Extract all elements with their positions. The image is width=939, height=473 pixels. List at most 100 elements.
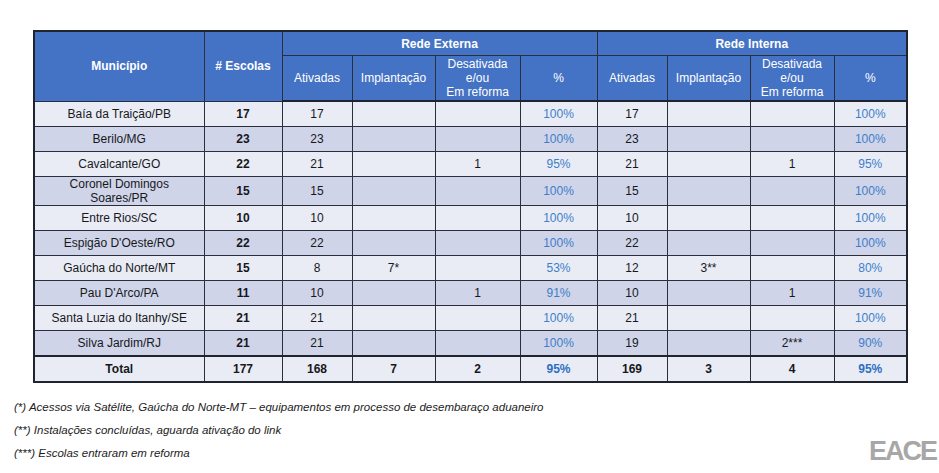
table-row: Pau D'Arco/PA 11 10 1 91% 10 1 91%	[34, 281, 907, 306]
cell-int-implantacao: 3**	[667, 256, 750, 281]
cell-ext-implantacao	[352, 306, 435, 331]
cell-int-percent: 80%	[834, 256, 907, 281]
cell-int-desativada: 2***	[750, 331, 834, 357]
header-ext-implantacao: Implantação	[352, 56, 435, 102]
cell-int-percent: 90%	[834, 331, 907, 357]
cell-ext-percent: 100%	[520, 101, 597, 127]
cell-int-percent: 100%	[834, 306, 907, 331]
cell-int-implantacao	[667, 331, 750, 357]
header-int-implantacao: Implantação	[667, 56, 750, 102]
cell-municipio: Coronel Domingos Soares/PR	[34, 177, 204, 206]
cell-total-escolas: 177	[204, 356, 282, 382]
cell-ext-desativada	[435, 331, 520, 357]
table-row: Baía da Traição/PB 17 17 100% 17 100%	[34, 101, 907, 127]
cell-ext-percent: 100%	[520, 331, 597, 357]
cell-int-implantacao	[667, 127, 750, 152]
cell-total-label: Total	[34, 356, 204, 382]
cell-total-ext-implantacao: 7	[352, 356, 435, 382]
footnote-instalacoes: (**) Instalações concluídas, aguarda ati…	[14, 424, 544, 436]
cell-ext-percent: 100%	[520, 127, 597, 152]
cell-municipio: Entre Rios/SC	[34, 206, 204, 231]
cell-int-implantacao	[667, 206, 750, 231]
cell-ext-desativada	[435, 206, 520, 231]
cell-total-ext-ativadas: 168	[282, 356, 352, 382]
cell-ext-implantacao: 7*	[352, 256, 435, 281]
cell-int-ativadas: 17	[597, 101, 667, 127]
cell-ext-percent: 100%	[520, 177, 597, 206]
total-row: Total 177 168 7 2 95% 169 3 4 95%	[34, 356, 907, 382]
eace-logo: EACE	[869, 435, 936, 468]
cell-ext-ativadas: 21	[282, 152, 352, 177]
cell-int-ativadas: 21	[597, 306, 667, 331]
cell-total-int-implantacao: 3	[667, 356, 750, 382]
cell-int-percent: 100%	[834, 127, 907, 152]
header-num-escolas: # Escolas	[204, 31, 282, 101]
cell-int-ativadas: 10	[597, 281, 667, 306]
cell-municipio: Santa Luzia do Itanhy/SE	[34, 306, 204, 331]
cell-num-escolas: 21	[204, 331, 282, 357]
header-int-ativadas: Ativadas	[597, 56, 667, 102]
cell-ext-desativada	[435, 256, 520, 281]
table-row: Espigão D'Oeste/RO 22 22 100% 22 100%	[34, 231, 907, 256]
cell-ext-desativada: 1	[435, 281, 520, 306]
cell-ext-percent: 100%	[520, 306, 597, 331]
cell-ext-ativadas: 17	[282, 101, 352, 127]
cell-ext-implantacao	[352, 231, 435, 256]
cell-ext-ativadas: 10	[282, 281, 352, 306]
cell-int-implantacao	[667, 231, 750, 256]
cell-num-escolas: 22	[204, 231, 282, 256]
cell-int-ativadas: 22	[597, 231, 667, 256]
footnote-reforma: (***) Escolas entraram em reforma	[14, 447, 544, 459]
header-ext-percent: %	[520, 56, 597, 102]
header-group-rede-externa: Rede Externa	[282, 31, 597, 56]
cell-ext-desativada	[435, 177, 520, 206]
cell-int-desativada	[750, 306, 834, 331]
header-int-desativada: Desativada e/ou Em reforma	[750, 56, 834, 102]
cell-int-desativada	[750, 127, 834, 152]
cell-num-escolas: 17	[204, 101, 282, 127]
table-row: Silva Jardim/RJ 21 21 100% 19 2*** 90%	[34, 331, 907, 357]
table-row: Coronel Domingos Soares/PR 15 15 100% 15…	[34, 177, 907, 206]
cell-int-percent: 100%	[834, 206, 907, 231]
cell-total-ext-percent: 95%	[520, 356, 597, 382]
schools-network-table: Município # Escolas Rede Externa Rede In…	[33, 30, 908, 383]
cell-ext-implantacao	[352, 101, 435, 127]
cell-ext-desativada	[435, 101, 520, 127]
cell-ext-ativadas: 21	[282, 331, 352, 357]
cell-int-desativada	[750, 231, 834, 256]
cell-ext-desativada	[435, 231, 520, 256]
cell-ext-implantacao	[352, 127, 435, 152]
cell-municipio: Espigão D'Oeste/RO	[34, 231, 204, 256]
cell-ext-ativadas: 15	[282, 177, 352, 206]
cell-int-implantacao	[667, 152, 750, 177]
cell-ext-implantacao	[352, 281, 435, 306]
cell-municipio: Cavalcante/GO	[34, 152, 204, 177]
cell-int-desativada	[750, 206, 834, 231]
cell-num-escolas: 15	[204, 177, 282, 206]
cell-municipio: Pau D'Arco/PA	[34, 281, 204, 306]
cell-int-percent: 100%	[834, 177, 907, 206]
cell-int-ativadas: 12	[597, 256, 667, 281]
cell-ext-ativadas: 21	[282, 306, 352, 331]
cell-int-implantacao	[667, 306, 750, 331]
cell-ext-desativada	[435, 306, 520, 331]
cell-ext-ativadas: 8	[282, 256, 352, 281]
table-row: Berilo/MG 23 23 100% 23 100%	[34, 127, 907, 152]
cell-num-escolas: 15	[204, 256, 282, 281]
cell-ext-desativada	[435, 127, 520, 152]
cell-num-escolas: 22	[204, 152, 282, 177]
footnote-satellite: (*) Acessos via Satélite, Gaúcha do Nort…	[14, 401, 544, 413]
cell-total-int-desativada: 4	[750, 356, 834, 382]
cell-int-percent: 91%	[834, 281, 907, 306]
cell-int-percent: 100%	[834, 101, 907, 127]
cell-int-desativada	[750, 177, 834, 206]
cell-int-desativada	[750, 101, 834, 127]
cell-int-ativadas: 15	[597, 177, 667, 206]
cell-ext-ativadas: 23	[282, 127, 352, 152]
cell-ext-percent: 100%	[520, 231, 597, 256]
cell-int-desativada: 1	[750, 152, 834, 177]
cell-ext-ativadas: 10	[282, 206, 352, 231]
report-page: Município # Escolas Rede Externa Rede In…	[0, 0, 939, 473]
cell-ext-percent: 53%	[520, 256, 597, 281]
cell-total-ext-desativada: 2	[435, 356, 520, 382]
